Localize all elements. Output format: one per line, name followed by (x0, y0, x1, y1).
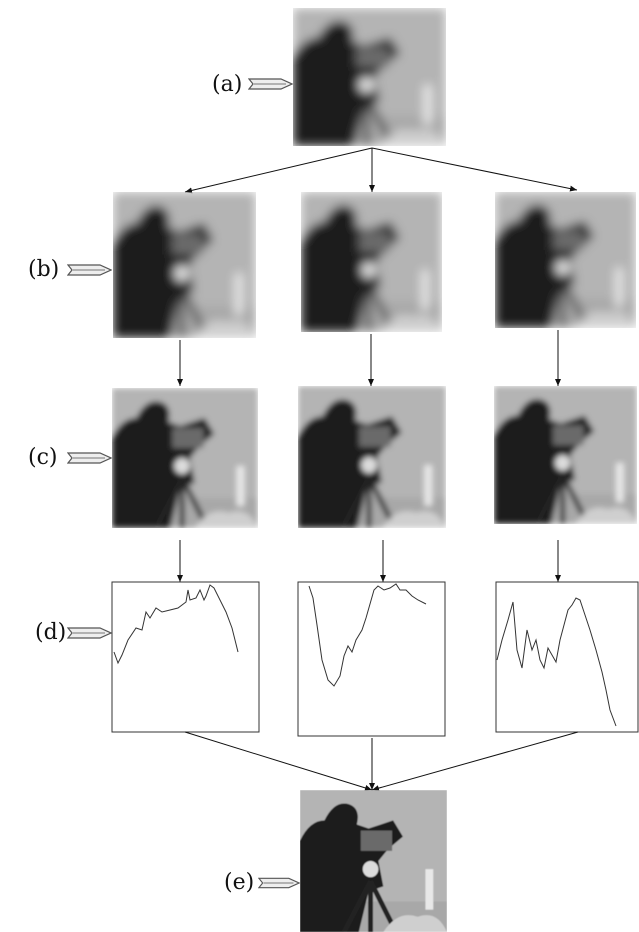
pointer (67, 627, 112, 639)
pointer (248, 78, 293, 90)
arrow (184, 731, 373, 791)
label: (e) (224, 870, 254, 895)
curve (113, 584, 239, 665)
plot-frame (495, 581, 639, 733)
pointer (258, 877, 300, 889)
label: (d) (35, 620, 66, 645)
label: (a) (212, 72, 242, 97)
label: (c) (28, 445, 58, 470)
curve (308, 583, 427, 687)
arrow (371, 147, 578, 192)
curve (496, 597, 617, 727)
image (486, 182, 639, 337)
label: (b) (28, 257, 59, 282)
image (292, 182, 452, 342)
image (102, 378, 267, 538)
pointer (67, 452, 112, 464)
arrow (371, 731, 579, 791)
image (283, 0, 456, 156)
image (103, 182, 265, 349)
image (288, 376, 456, 538)
pointer (67, 264, 112, 276)
arrow (184, 147, 373, 194)
image (290, 780, 457, 932)
image (484, 376, 639, 534)
plot-frame (111, 581, 260, 733)
plot-frame (297, 581, 446, 737)
